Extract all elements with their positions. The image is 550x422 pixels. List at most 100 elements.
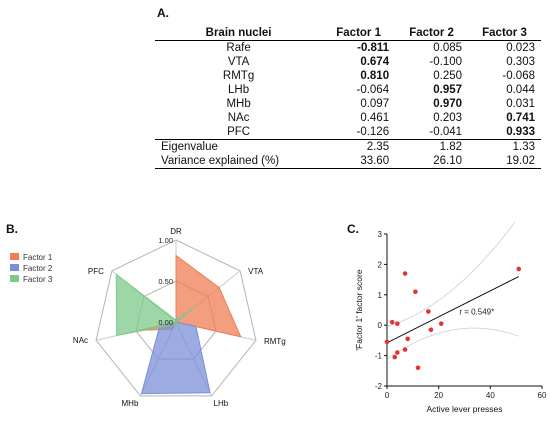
- y-tick-label: -2: [375, 382, 383, 391]
- stat-cell: 1.33: [468, 139, 541, 154]
- scatter-point: [426, 309, 431, 314]
- loading-cell: 0.674: [360, 56, 390, 68]
- scatter-chart: -2 -1 0 1 2 3 0 20 40 60 r = 0.549* Active lever pr…: [354, 222, 547, 414]
- scatter-point: [395, 350, 400, 355]
- column-header: Factor 1: [322, 27, 396, 41]
- loading-cell: -0.100: [429, 56, 463, 68]
- table-row: Rafe -0.811 0.085 0.023: [155, 41, 541, 56]
- loading-cell: 0.097: [360, 98, 390, 110]
- scatter-point: [415, 365, 421, 371]
- nucleus-name: MHb: [226, 98, 251, 110]
- table-row: RMTg 0.810 0.250 -0.068: [155, 69, 541, 83]
- nucleus-name: NAc: [227, 112, 250, 124]
- scatter-point: [413, 289, 418, 295]
- loading-cell: 0.957: [433, 84, 463, 96]
- radar-axis-label: NAc: [73, 336, 88, 345]
- y-tick-label: 0: [378, 321, 383, 330]
- radar-axis-label: LHb: [214, 399, 229, 408]
- loading-cell: 0.250: [433, 70, 463, 82]
- panel-c-label: C.: [347, 222, 359, 236]
- x-tick-label: 0: [385, 391, 390, 400]
- legend-swatch: [10, 253, 19, 260]
- radar-axis-label: VTA: [248, 267, 264, 276]
- y-tick-label: 3: [378, 230, 383, 239]
- nucleus-name: Rafe: [226, 42, 251, 54]
- loading-cell: 0.303: [506, 56, 535, 68]
- stats-row: Variance explained (%) 33.60 26.10 19.02: [155, 154, 541, 169]
- table-header-row: Brain nuclei Factor 1 Factor 2 Factor 3: [155, 27, 541, 41]
- scatter-point: [402, 271, 408, 276]
- loading-cell: -0.064: [356, 84, 390, 96]
- x-axis-label: Active lever presses: [426, 404, 502, 414]
- scatter-point: [516, 266, 522, 272]
- scatter-point: [389, 319, 395, 325]
- radar-axis-label: MHb: [122, 399, 139, 408]
- table-row: MHb 0.097 0.970 0.031: [155, 97, 541, 111]
- loading-cell: 0.031: [506, 98, 535, 110]
- confidence-band: [386, 222, 516, 327]
- legend-swatch: [10, 264, 19, 271]
- panel-a-label: A.: [157, 6, 169, 20]
- x-tick-label: 60: [538, 391, 547, 400]
- y-tick-label: 1: [378, 291, 383, 300]
- panel-b-label: B.: [6, 222, 18, 236]
- stat-cell: 33.60: [322, 154, 396, 169]
- loading-cell: 0.023: [506, 42, 535, 54]
- nucleus-name: PFC: [227, 126, 251, 138]
- table-row: NAc 0.461 0.203 0.741: [155, 111, 541, 125]
- loading-cell: 0.810: [360, 70, 390, 82]
- stat-cell: 26.10: [395, 154, 469, 169]
- table-row: PFC -0.126 -0.041 0.933: [155, 125, 541, 140]
- radar-tick-label: 0.50: [158, 277, 173, 286]
- loading-cell: 0.970: [433, 98, 463, 110]
- radar-axis-label: DR: [170, 227, 182, 236]
- stat-name: Eigenvalue: [155, 139, 323, 154]
- stat-name: Variance explained (%): [155, 154, 323, 169]
- loading-cell: 0.741: [506, 112, 535, 124]
- y-axis-label: 'Factor 1' factor score: [354, 269, 364, 350]
- nucleus-name: RMTg: [222, 70, 255, 82]
- column-header: Brain nuclei: [155, 27, 323, 41]
- loading-cell: -0.068: [502, 70, 535, 82]
- loading-cell: 0.085: [433, 42, 463, 54]
- legend-label: Factor 2: [23, 264, 53, 273]
- column-header: Factor 2: [395, 27, 469, 41]
- legend-label: Factor 3: [23, 275, 53, 284]
- radar-chart: 1.00 0.50 0.00 DR VTA RMTg LHb MHb NAc PFC Factor …: [10, 227, 286, 408]
- stats-row: Eigenvalue 2.35 1.82 1.33: [155, 139, 541, 154]
- x-tick-label: 20: [434, 391, 443, 400]
- loading-cell: -0.041: [429, 126, 463, 138]
- loading-cell: -0.126: [356, 126, 390, 138]
- loading-cell: 0.044: [506, 84, 535, 96]
- table-row: VTA 0.674 -0.100 0.303: [155, 55, 541, 69]
- radar-tick-label: 1.00: [158, 236, 173, 245]
- scatter-point: [405, 336, 410, 342]
- scatter-point: [392, 354, 398, 360]
- radar-axis-label: PFC: [88, 267, 104, 276]
- factor-loading-table: Brain nuclei Factor 1 Factor 2 Factor 3 …: [155, 27, 541, 169]
- legend-swatch: [10, 275, 19, 282]
- x-tick-label: 40: [486, 391, 495, 400]
- scatter-point: [438, 321, 444, 326]
- stat-cell: 1.82: [395, 139, 469, 154]
- regression-line: [386, 276, 519, 344]
- radar-axis-label: RMTg: [264, 337, 286, 346]
- loading-cell: 0.203: [433, 112, 463, 124]
- scatter-point: [402, 347, 408, 352]
- scatter-point: [395, 321, 400, 326]
- table-row: LHb -0.064 0.957 0.044: [155, 83, 541, 97]
- y-tick-label: 2: [378, 260, 383, 269]
- stat-cell: 2.35: [322, 139, 396, 154]
- y-tick-label: -1: [375, 352, 383, 361]
- loading-cell: 0.461: [360, 112, 390, 124]
- scatter-point: [428, 327, 434, 333]
- loading-cell: 0.933: [506, 126, 535, 138]
- confidence-band: [386, 327, 519, 360]
- correlation-annotation: r = 0.549*: [459, 308, 494, 317]
- nucleus-name: LHb: [228, 84, 250, 96]
- radar-tick-label: 0.00: [158, 318, 173, 327]
- loading-cell: -0.811: [357, 42, 390, 54]
- column-header: Factor 3: [468, 27, 541, 41]
- scatter-point: [384, 339, 390, 345]
- nucleus-name: VTA: [227, 56, 250, 68]
